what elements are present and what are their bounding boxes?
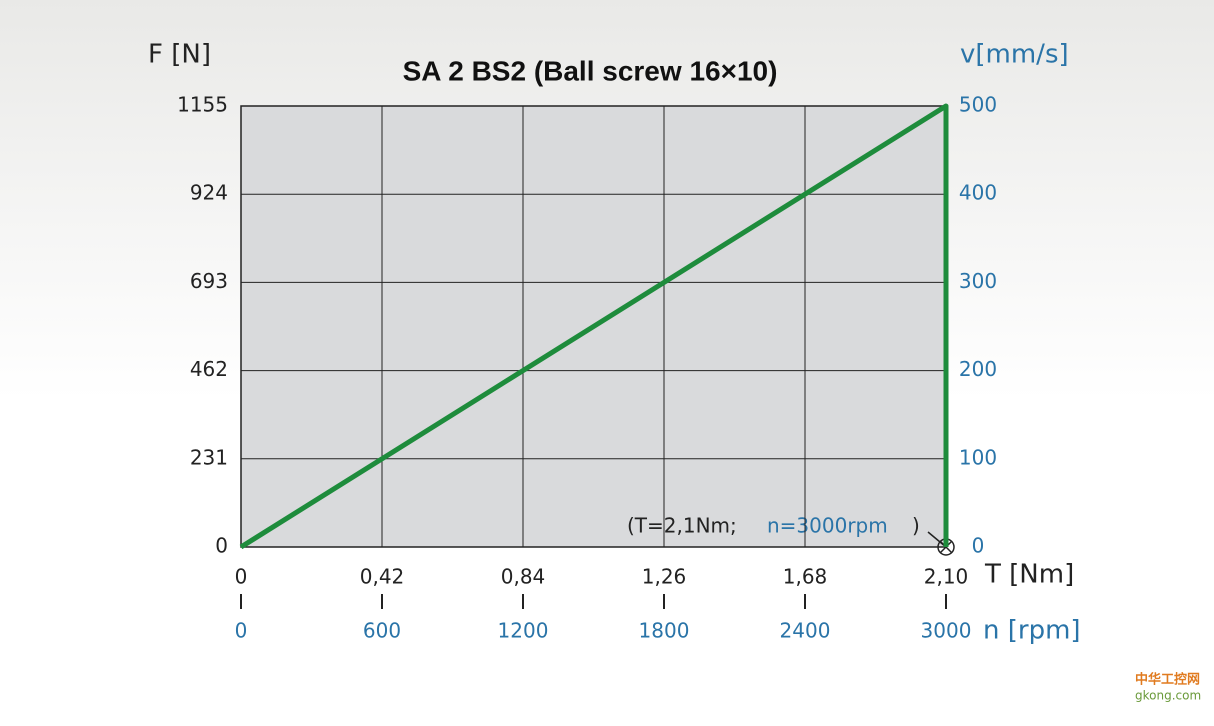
x2-tick-label: 1200: [498, 619, 549, 643]
watermark: gkong.com: [1135, 689, 1201, 703]
x2-tick-label: 2400: [780, 619, 831, 643]
chart-title: SA 2 BS2 (Ball screw 16×10): [403, 55, 778, 86]
line-series: [239, 103, 949, 550]
y-tick-label: 462: [190, 357, 228, 381]
y2-tick-label: 0: [972, 534, 985, 558]
y-tick-label: 231: [190, 445, 228, 469]
y-tick-label: 924: [190, 181, 228, 205]
y-tick-label: 1155: [177, 93, 228, 117]
x-tick-label: 0: [235, 565, 248, 589]
y2-tick-label: 200: [959, 357, 997, 381]
y2-tick-label: 400: [959, 181, 997, 205]
x2-tick-label: 600: [363, 619, 401, 643]
annotation: ): [912, 514, 920, 538]
annotation: n=3000rpm: [767, 514, 888, 538]
x-tick-label: 2,10: [924, 565, 969, 589]
y-tick-label: 693: [190, 269, 228, 293]
x-tick-label: 0,42: [360, 565, 405, 589]
y2-tick-label: 500: [959, 93, 997, 117]
annotation: (T=2,1Nm;: [627, 514, 737, 538]
x2-axis-label: n [rpm]: [983, 616, 1081, 646]
y2-axis-label: v[mm/s]: [960, 40, 1069, 70]
x-tick-label: 0,84: [501, 565, 546, 589]
x-axis-label: T [Nm]: [984, 560, 1074, 590]
y-tick-label: 0: [215, 534, 228, 558]
watermark: 中华工控网: [1135, 672, 1200, 688]
y-axis-label: F [N]: [148, 40, 211, 70]
x2-tick-label: 0: [235, 619, 248, 643]
x2-tick-label: 1800: [639, 619, 690, 643]
y2-tick-label: 100: [959, 445, 997, 469]
x-tick-label: 1,68: [783, 565, 828, 589]
y2-tick-label: 300: [959, 269, 997, 293]
x-tick-label: 1,26: [642, 565, 687, 589]
x2-tick-label: 3000: [921, 619, 972, 643]
